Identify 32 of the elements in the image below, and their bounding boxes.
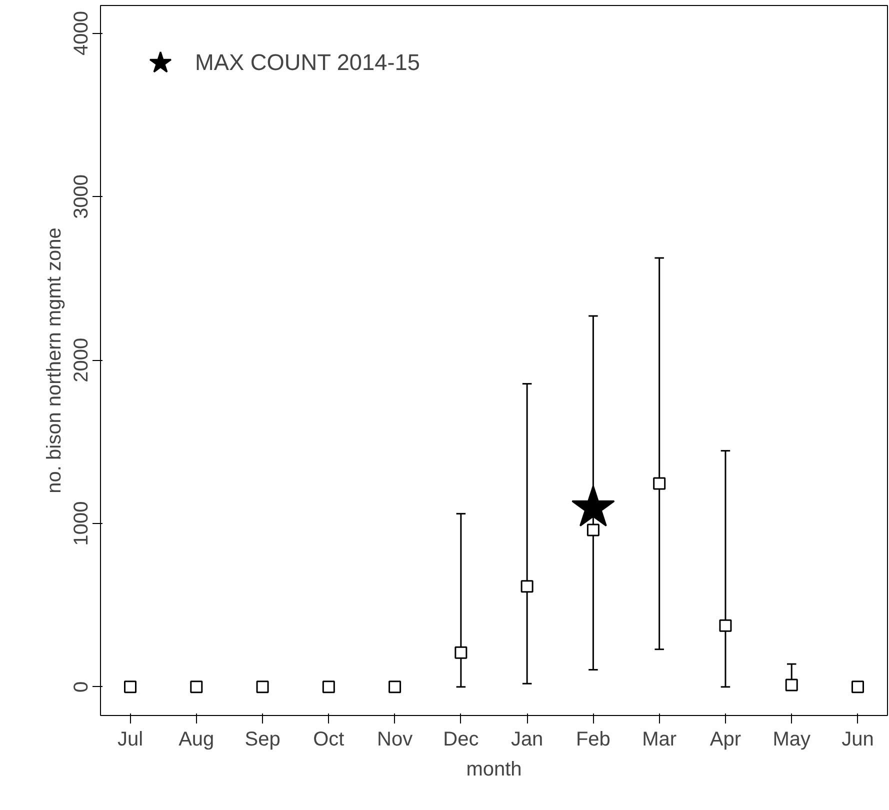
- y-tick-label: 2000: [70, 338, 92, 382]
- point: [851, 680, 864, 694]
- point: [124, 680, 137, 694]
- x-tick-label: Oct: [313, 728, 345, 750]
- point: [388, 680, 402, 694]
- y-tick-label: 3000: [70, 174, 92, 219]
- x-tick-label: Jun: [842, 728, 874, 750]
- point: [719, 619, 732, 632]
- y-tick-label: 4000: [70, 11, 92, 56]
- x-axis-title: month: [466, 758, 522, 780]
- legend-label: MAX COUNT 2014-15: [195, 49, 420, 76]
- x-tick-label: Jan: [510, 728, 544, 750]
- x-tick-label: Feb: [576, 728, 610, 750]
- y-axis-title: no. bison northern mgmt zone: [44, 228, 66, 494]
- x-tick-label: Sep: [244, 728, 280, 750]
- x-tick-label: Jul: [117, 728, 144, 750]
- point: [586, 524, 600, 536]
- x-tick-label: Apr: [710, 728, 742, 750]
- point: [454, 646, 468, 659]
- point: [322, 680, 335, 694]
- point: [785, 678, 798, 692]
- y-tick-label: 0: [70, 681, 92, 692]
- x-tick-label: Nov: [377, 728, 413, 750]
- point: [256, 680, 269, 694]
- x-tick-label: Dec: [443, 728, 479, 750]
- point: [520, 580, 534, 593]
- x-tick-label: Mar: [642, 728, 677, 750]
- y-tick-label: 1000: [70, 501, 92, 546]
- x-tick-label: May: [772, 728, 811, 750]
- point: [190, 680, 203, 694]
- x-tick-label: Aug: [178, 728, 214, 750]
- point: [653, 477, 666, 490]
